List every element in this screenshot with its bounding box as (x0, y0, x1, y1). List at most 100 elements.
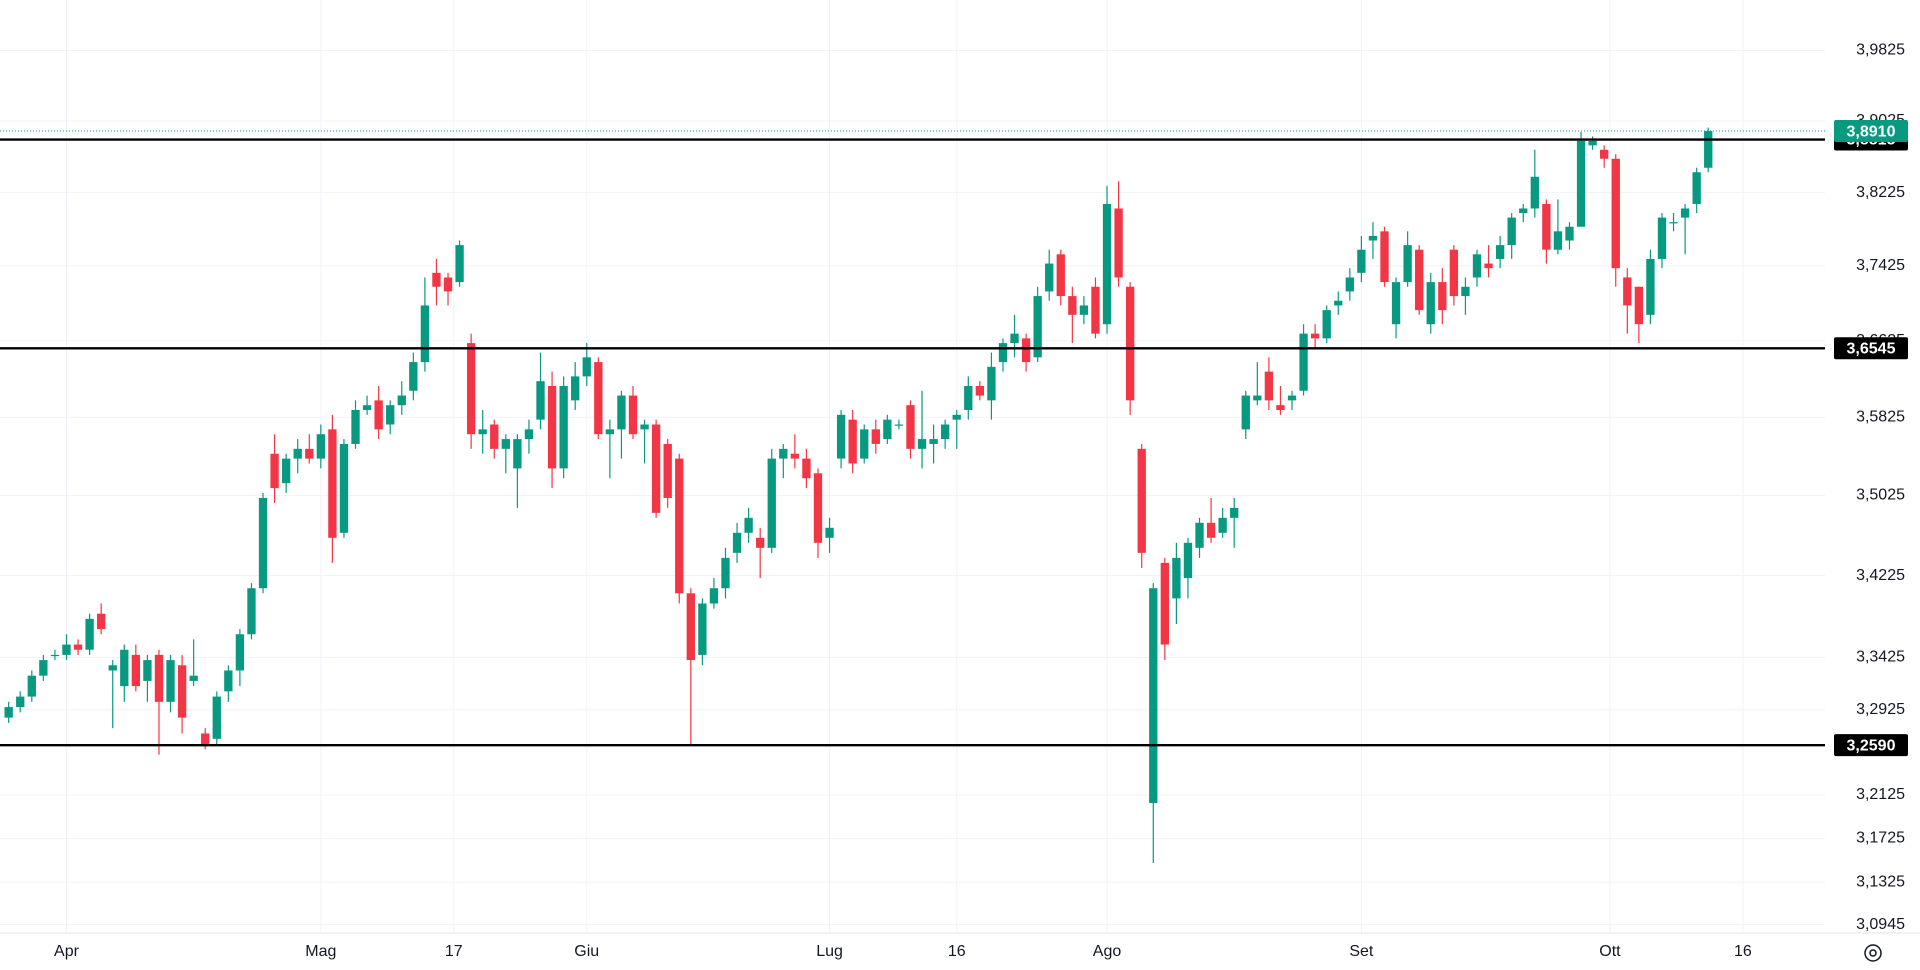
candle-body (1091, 286, 1100, 334)
candle-body (1634, 286, 1644, 325)
candle-body (1149, 588, 1158, 804)
candle-body (917, 439, 927, 449)
candle-body (1218, 517, 1227, 533)
candle-body (420, 305, 430, 363)
candle-body (258, 497, 268, 589)
candle-body (756, 537, 765, 548)
candle-body (501, 439, 510, 449)
last-price-label: 3,8910 (1847, 123, 1896, 140)
candle-body (328, 429, 337, 538)
y-tick-label: 3,3425 (1856, 649, 1905, 666)
candle-body (131, 654, 141, 687)
candle-body (1357, 249, 1366, 273)
candle-body (1322, 310, 1331, 339)
candle-body (351, 410, 360, 444)
candle-body (1068, 296, 1077, 315)
candle-body (466, 343, 476, 435)
candle-body (582, 357, 591, 377)
candle-body (998, 343, 1008, 363)
candle-body (1623, 277, 1632, 306)
candle-body (281, 458, 291, 484)
candle-body (1345, 277, 1354, 292)
y-tick-label: 3,5825 (1856, 408, 1905, 425)
candle-body (73, 644, 83, 650)
candle-body (432, 272, 441, 287)
candle-body (651, 424, 661, 513)
candle-body (1114, 208, 1123, 278)
candle-body (108, 665, 117, 671)
candle-body (1588, 140, 1597, 146)
candle-body (1426, 282, 1435, 325)
candle-body (1021, 338, 1031, 363)
candle-body (1415, 249, 1424, 311)
candle-body (732, 532, 742, 553)
candles (4, 127, 1713, 864)
candle-body (640, 424, 649, 430)
candle-body (1553, 231, 1563, 250)
y-tick-label: 3,8225 (1856, 184, 1905, 201)
candle-body (1495, 245, 1505, 259)
candle-body (212, 696, 221, 739)
candle-body (883, 419, 892, 440)
candle-body (1507, 217, 1516, 246)
candle-body (698, 603, 707, 655)
candle-body (1045, 263, 1054, 292)
candle-body (362, 405, 372, 411)
candle-body (1172, 557, 1181, 599)
y-tick-label: 3,9825 (1856, 42, 1905, 59)
level-label-box (1834, 337, 1908, 360)
candle-body (813, 473, 823, 543)
candle-body (1183, 542, 1193, 579)
candle-body (1391, 282, 1401, 325)
candle-body (975, 385, 985, 396)
candle-body (779, 448, 788, 459)
candle-body (1449, 249, 1459, 297)
candle-body (1611, 158, 1620, 269)
candle-body (894, 424, 904, 426)
candle-body (675, 458, 684, 594)
candle-body (305, 448, 314, 459)
candle-body (952, 414, 961, 420)
candle-body (1403, 245, 1412, 283)
x-tick-label: Lug (816, 943, 843, 960)
settings-icon[interactable] (1864, 944, 1882, 962)
candle-body (721, 557, 730, 589)
candle-body (1657, 217, 1667, 259)
candle-body (189, 675, 198, 681)
candle-body (224, 670, 233, 692)
x-tick-label: 17 (445, 943, 463, 960)
candle-body (143, 660, 152, 681)
candle-body (1206, 522, 1216, 538)
candle-body (443, 277, 453, 292)
y-tick-label: 3,2125 (1856, 786, 1905, 803)
icon-ring (1864, 944, 1882, 962)
candle-body (1438, 282, 1447, 311)
candle-body (293, 448, 302, 459)
y-tick-label: 3,5025 (1856, 487, 1905, 504)
candle-body (628, 395, 638, 435)
candle-body (374, 400, 383, 430)
candle-body (802, 458, 811, 479)
candle-body (860, 429, 869, 459)
candle-body (1195, 522, 1204, 548)
x-tick-label: Mag (305, 943, 336, 960)
candle-body (397, 395, 406, 406)
candle-body (1310, 333, 1320, 339)
candle-body (547, 385, 557, 469)
candle-body (559, 385, 568, 469)
candle-body (605, 429, 615, 435)
x-tick-label: 16 (1734, 943, 1752, 960)
candle-body (1125, 286, 1135, 401)
candle-body (906, 405, 915, 449)
candle-body (490, 424, 499, 449)
candle-body (1576, 140, 1586, 227)
candle-body (16, 696, 25, 708)
candle-body (825, 527, 834, 538)
candle-body (1565, 226, 1574, 241)
candle-body (166, 660, 175, 702)
candle-body (767, 458, 776, 548)
